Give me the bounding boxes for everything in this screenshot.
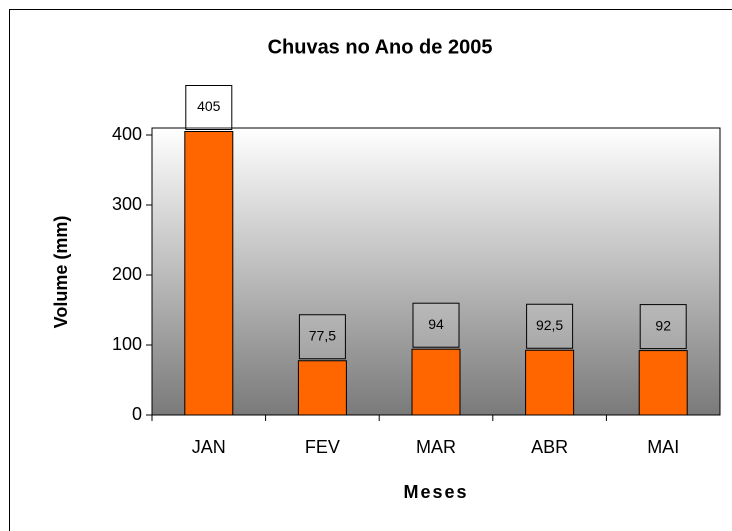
value-label: 92,5 bbox=[536, 317, 563, 333]
value-label-box bbox=[526, 303, 574, 349]
bar bbox=[297, 360, 347, 416]
bar bbox=[184, 131, 234, 416]
x-tick-label: MAI bbox=[647, 437, 679, 457]
y-tick-label: 100 bbox=[112, 334, 142, 354]
value-label-box bbox=[298, 314, 346, 360]
bar bbox=[411, 348, 461, 416]
x-tick-label: FEV bbox=[305, 437, 340, 457]
value-label: 405 bbox=[197, 98, 221, 114]
bar bbox=[525, 349, 575, 416]
value-label: 94 bbox=[428, 316, 444, 332]
x-tick-label: JAN bbox=[192, 437, 226, 457]
value-label-box bbox=[185, 85, 233, 130]
y-tick-label: 400 bbox=[112, 124, 142, 144]
value-label-box bbox=[412, 302, 460, 348]
y-tick-label: 0 bbox=[132, 404, 142, 424]
bar bbox=[638, 350, 688, 416]
chart-title: Chuvas no Ano de 2005 bbox=[268, 36, 493, 58]
x-tick-label: ABR bbox=[531, 437, 568, 457]
x-axis-label: Meses bbox=[403, 482, 468, 502]
y-tick-label: 200 bbox=[112, 264, 142, 284]
y-tick-label: 300 bbox=[112, 194, 142, 214]
y-axis-label: Volume (mm) bbox=[51, 216, 71, 329]
value-label: 77,5 bbox=[309, 327, 336, 343]
value-label: 92 bbox=[655, 317, 671, 333]
x-tick-label: MAR bbox=[416, 437, 456, 457]
value-label-box bbox=[639, 304, 687, 350]
